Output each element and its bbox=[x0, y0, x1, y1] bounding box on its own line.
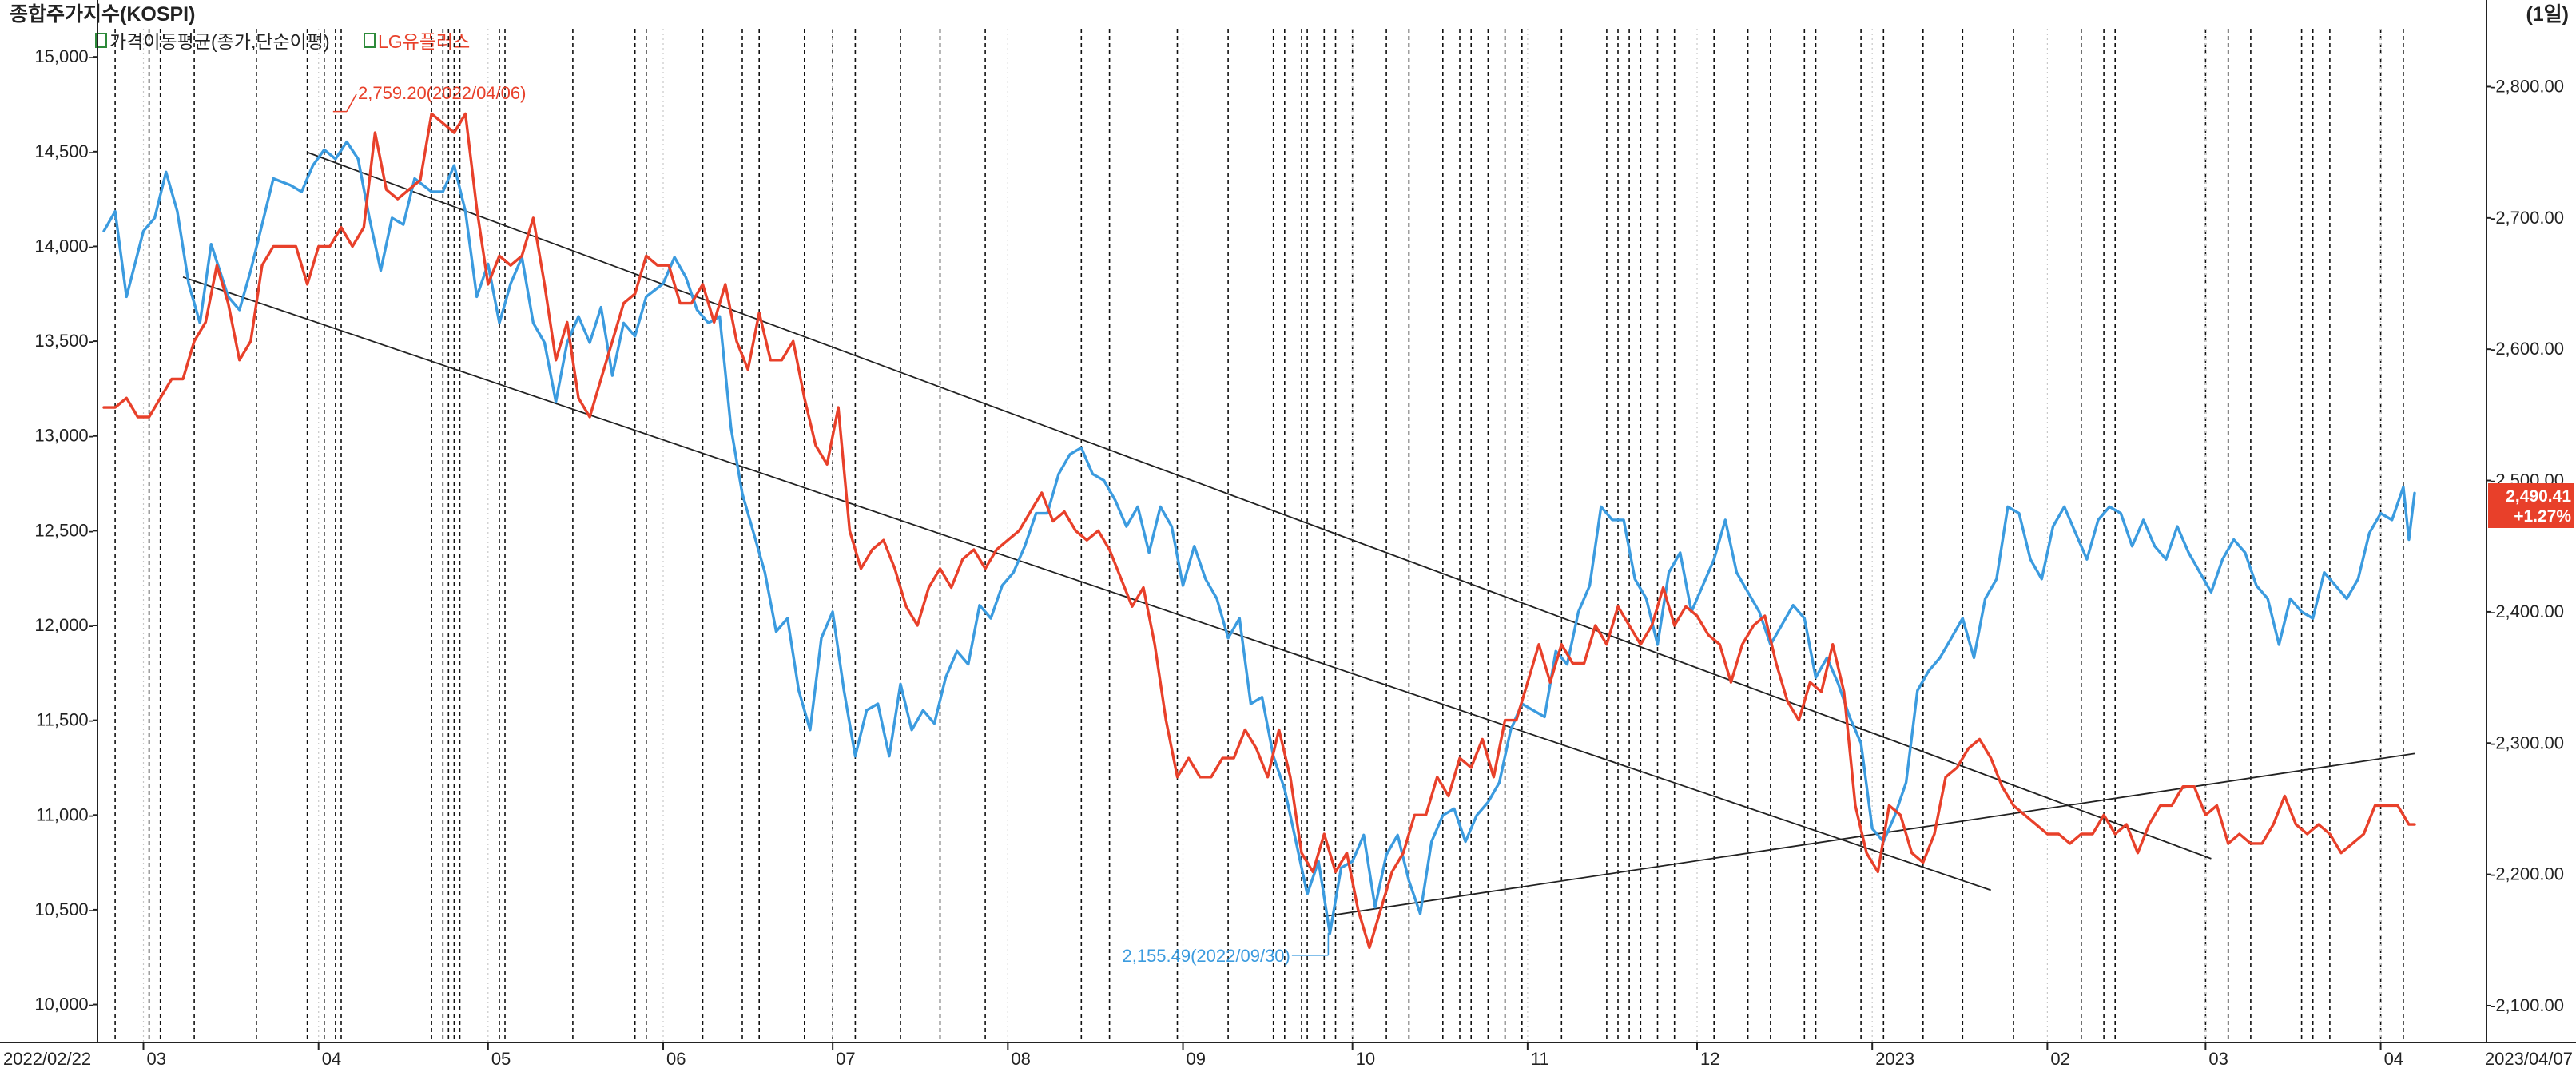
x-tick-label: 08 bbox=[1011, 1049, 1030, 1069]
x-tick-label: 09 bbox=[1187, 1049, 1206, 1069]
legend: 가격이동평균(종가,단순이평) LG유플러스 bbox=[95, 31, 470, 52]
right-tick-label: -2,300.00 bbox=[2490, 733, 2564, 752]
chart-title: 종합주가지수(KOSPI) bbox=[10, 3, 195, 26]
left-axis-ticks: 10,000- 10,500- 11,000- 11,500- 12,000- 12,50… bbox=[34, 46, 97, 1014]
x-tick-label: 11 bbox=[1531, 1049, 1549, 1069]
x-tick-label: 07 bbox=[836, 1049, 855, 1069]
lgu-series-line bbox=[102, 112, 2416, 950]
x-tick-label: 06 bbox=[666, 1049, 686, 1069]
x-tick-label: 03 bbox=[2208, 1049, 2228, 1069]
left-tick-label: 15,000- bbox=[34, 46, 94, 66]
last-change: +1.27% bbox=[2514, 507, 2571, 526]
x-axis-ticks: 2022/02/22 03 04 05 06 07 08 09 10 11 12 2023 02 03 04… bbox=[3, 1042, 2573, 1069]
annotation-max-label: 2,759.20(2022/04/06) bbox=[358, 83, 526, 103]
right-tick-label: -2,100.00 bbox=[2490, 995, 2564, 1015]
last-value: 2,490.41 bbox=[2506, 487, 2571, 506]
kospi-series-line bbox=[102, 140, 2416, 935]
trendlines bbox=[182, 151, 2415, 918]
left-tick-label: 11,000- bbox=[36, 804, 94, 824]
legend-label-ma: 가격이동평균(종가,단순이평) bbox=[109, 31, 330, 52]
right-tick-label: -2,200.00 bbox=[2490, 864, 2564, 884]
x-tick-label: 04 bbox=[322, 1049, 341, 1069]
plot-frame bbox=[0, 0, 2576, 1043]
x-tick-label: 05 bbox=[491, 1049, 511, 1069]
x-tick-label: 03 bbox=[146, 1049, 165, 1069]
left-tick-label: 14,500- bbox=[34, 141, 94, 161]
x-tick-label: 2022/02/22 bbox=[3, 1049, 91, 1069]
last-value-badge-bg bbox=[2488, 483, 2574, 528]
x-tick-label: 2023/04/07 bbox=[2485, 1049, 2573, 1069]
right-tick-label: -2,700.00 bbox=[2490, 208, 2564, 228]
last-value-badge: 2,490.41 +1.27% bbox=[2488, 483, 2574, 528]
left-tick-label: 13,000- bbox=[34, 426, 94, 446]
left-tick-label: 10,500- bbox=[34, 899, 94, 919]
left-tick-label: 12,000- bbox=[34, 615, 94, 635]
left-tick-label: 14,000- bbox=[34, 236, 94, 256]
right-axis-ticks: -2,100.00-2,200.00-2,300.00-2,400.00-2,5… bbox=[2487, 76, 2564, 1015]
left-tick-label: 13,500- bbox=[34, 331, 94, 351]
right-tick-label: -2,400.00 bbox=[2490, 602, 2564, 621]
x-tick-label: 10 bbox=[1356, 1049, 1375, 1069]
legend-label-lgu: LG유플러스 bbox=[378, 31, 470, 52]
x-tick-label: 04 bbox=[2384, 1049, 2403, 1069]
x-tick-label: 2023 bbox=[1875, 1049, 1914, 1069]
legend-marker-lgu[interactable] bbox=[364, 33, 376, 48]
annotation-min-label: 2,155.49(2022/09/30) bbox=[1122, 946, 1290, 966]
period-label: (1일) bbox=[2526, 3, 2569, 26]
x-tick-label: 12 bbox=[1700, 1049, 1719, 1069]
event-lines bbox=[114, 29, 2404, 1042]
trendline bbox=[182, 276, 1991, 891]
trendline bbox=[307, 151, 2212, 860]
left-tick-label: 12,500- bbox=[34, 520, 94, 540]
legend-marker-ma[interactable] bbox=[95, 33, 107, 48]
right-tick-label: -2,600.00 bbox=[2490, 339, 2564, 359]
series-layer bbox=[102, 112, 2416, 950]
annotation-leader bbox=[346, 93, 357, 113]
left-tick-label: 11,500- bbox=[36, 710, 94, 730]
x-tick-label: 02 bbox=[2050, 1049, 2069, 1069]
left-tick-label: 10,000- bbox=[34, 995, 94, 1014]
trendline bbox=[1324, 752, 2415, 918]
right-tick-label: -2,800.00 bbox=[2490, 76, 2564, 96]
annotations: 2,759.20(2022/04/06) 2,155.49(2022/09/30) bbox=[332, 83, 1330, 966]
